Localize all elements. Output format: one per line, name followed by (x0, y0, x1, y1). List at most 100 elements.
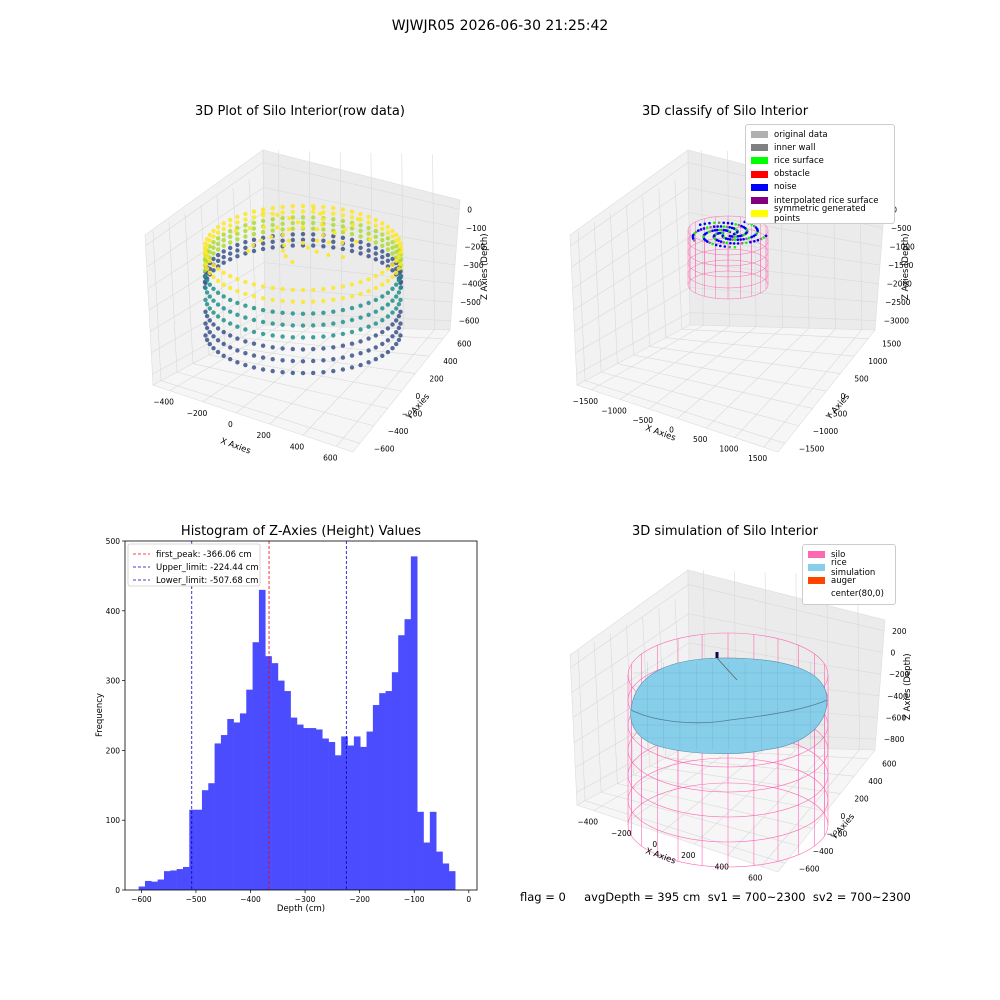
raw-point (300, 323, 306, 328)
raw-point (228, 251, 233, 256)
raw-point (228, 321, 233, 326)
raw-point (321, 346, 326, 351)
raw-point (373, 251, 378, 256)
plot4-legend-swatch (808, 564, 825, 572)
raw-point (358, 245, 363, 250)
histogram-bar (372, 705, 380, 890)
plot2-ytick: −500 (827, 409, 848, 418)
raw-point (332, 231, 337, 235)
raw-point (311, 215, 316, 220)
raw-point (300, 347, 306, 352)
raw-point (366, 288, 371, 294)
raw-point (280, 286, 285, 292)
classified-point (731, 238, 734, 241)
raw-point (235, 312, 240, 317)
raw-point (243, 245, 248, 250)
raw-point (385, 252, 391, 258)
histogram-vlines (191, 541, 347, 890)
plot4-rice-surface (630, 657, 828, 754)
classified-point (734, 235, 738, 238)
raw-point (385, 247, 391, 252)
plot1-xtick: −200 (187, 409, 208, 418)
histogram-bar (170, 870, 177, 890)
classified-point (733, 238, 737, 242)
raw-point (260, 246, 266, 252)
raw-point (321, 210, 326, 215)
plot4-xtick: 400 (715, 862, 730, 871)
raw-point (321, 244, 326, 249)
raw-point (356, 217, 360, 221)
raw-point (211, 298, 216, 303)
classified-point (732, 242, 736, 245)
histogram-bars (138, 556, 456, 890)
plot4-3d-simulation: −400 −200 0 200 400 600 −600 −400 −200 0 200 400 600… (569, 569, 913, 882)
plot1-title: 3D Plot of Silo Interior(row data) (195, 104, 405, 119)
raw-point (373, 273, 378, 279)
plot2-xtick: 1500 (748, 454, 767, 463)
raw-point (358, 291, 363, 297)
raw-point (286, 227, 291, 232)
raw-point (380, 353, 385, 358)
raw-point (270, 368, 275, 374)
raw-point (221, 238, 226, 243)
raw-point (221, 270, 226, 275)
plot1-point-cloud (202, 203, 404, 376)
raw-point (385, 314, 391, 319)
raw-point (349, 237, 355, 242)
raw-point (349, 341, 355, 346)
raw-point (385, 224, 391, 230)
raw-point (204, 237, 210, 242)
raw-point (260, 331, 266, 337)
raw-point (366, 220, 371, 225)
raw-point (215, 266, 221, 272)
raw-point (243, 217, 248, 222)
raw-point (215, 278, 221, 284)
raw-point (270, 285, 275, 291)
raw-point (358, 351, 363, 356)
raw-point (283, 254, 288, 259)
raw-point (340, 284, 346, 289)
plot4-legend-label: silo (831, 549, 846, 560)
raw-point (349, 294, 355, 299)
raw-point (394, 294, 399, 299)
plot2-legend-entry: interpolated rice surface (751, 194, 889, 207)
histogram-ylabel: Frequency (95, 693, 105, 737)
raw-point (275, 225, 280, 230)
raw-point (287, 216, 292, 221)
raw-point (373, 228, 378, 234)
raw-point (215, 241, 221, 247)
classified-point (715, 228, 719, 232)
raw-point (300, 287, 306, 293)
raw-point (319, 222, 324, 227)
raw-point (396, 278, 402, 283)
raw-point (215, 326, 221, 331)
raw-point (321, 233, 325, 237)
raw-point (251, 220, 257, 226)
raw-point (380, 318, 385, 323)
classified-point (697, 229, 700, 232)
raw-point (358, 362, 363, 368)
raw-point (301, 241, 305, 245)
raw-point (269, 235, 274, 239)
raw-point (396, 266, 402, 271)
histogram-bar (271, 663, 279, 890)
plot2-classified-points (691, 220, 768, 249)
raw-point (221, 249, 226, 254)
raw-point (290, 226, 295, 231)
raw-point (349, 209, 355, 214)
raw-point (321, 358, 326, 363)
plot1-ytick: 200 (429, 375, 444, 384)
classified-point (729, 241, 732, 245)
histogram-bar (138, 886, 146, 890)
raw-point (311, 299, 316, 304)
classified-point (720, 228, 723, 232)
raw-point (211, 274, 216, 280)
raw-point (243, 291, 248, 297)
histogram-xtick: −500 (186, 895, 207, 904)
raw-point (211, 256, 216, 262)
raw-point (243, 339, 248, 344)
raw-point (326, 240, 331, 245)
raw-point (270, 345, 275, 350)
raw-point (366, 360, 371, 365)
raw-point (385, 338, 391, 343)
